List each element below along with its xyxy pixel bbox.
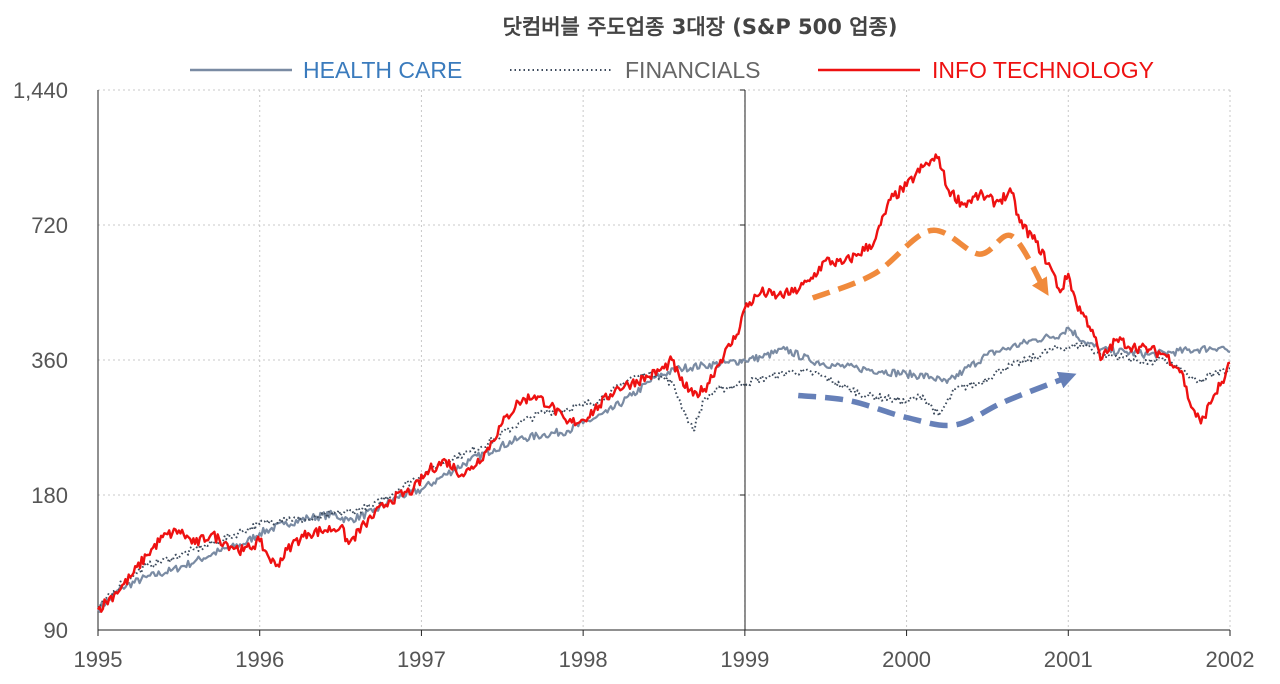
blue-trend-arrow [797,371,1077,429]
orange-trend-arrow [811,227,1049,301]
legend: HEALTH CARE FINANCIALS INFO TECHNOLOGY [190,57,1154,83]
series-line-health-care [97,326,1231,613]
legend-label-health-care: HEALTH CARE [303,57,462,83]
ticks-layer: 90 180 360 720 1,440 1995 1996 1997 1998 1999 2000… [13,78,1255,672]
y-tick-label: 90 [44,618,68,643]
x-tick-label: 1995 [74,647,123,672]
y-tick-label: 180 [31,483,68,508]
x-tick-label: 2001 [1044,647,1093,672]
x-tick-label: 2002 [1206,647,1255,672]
x-tick-label: 1999 [720,647,769,672]
series-line-financials [97,341,1231,610]
annotations-layer [797,227,1077,429]
series-layer [96,153,1231,613]
legend-label-info-technology: INFO TECHNOLOGY [932,57,1154,83]
x-tick-label: 1996 [235,647,284,672]
legend-item-financials: FINANCIALS [510,57,760,83]
legend-label-financials: FINANCIALS [625,57,760,83]
x-tick-label: 1998 [559,647,608,672]
y-tick-label: 720 [31,213,68,238]
legend-item-info-technology: INFO TECHNOLOGY [818,57,1154,83]
legend-item-health-care: HEALTH CARE [190,57,462,83]
chart-title: 닷컴버블 주도업종 3대장 (S&P 500 업종) [503,15,898,39]
y-tick-label: 360 [31,348,68,373]
y-tick-label: 1,440 [13,78,68,103]
x-tick-label: 2000 [882,647,931,672]
series-line-info-technology [96,153,1231,613]
grid [98,89,1231,630]
x-tick-label: 1997 [397,647,446,672]
